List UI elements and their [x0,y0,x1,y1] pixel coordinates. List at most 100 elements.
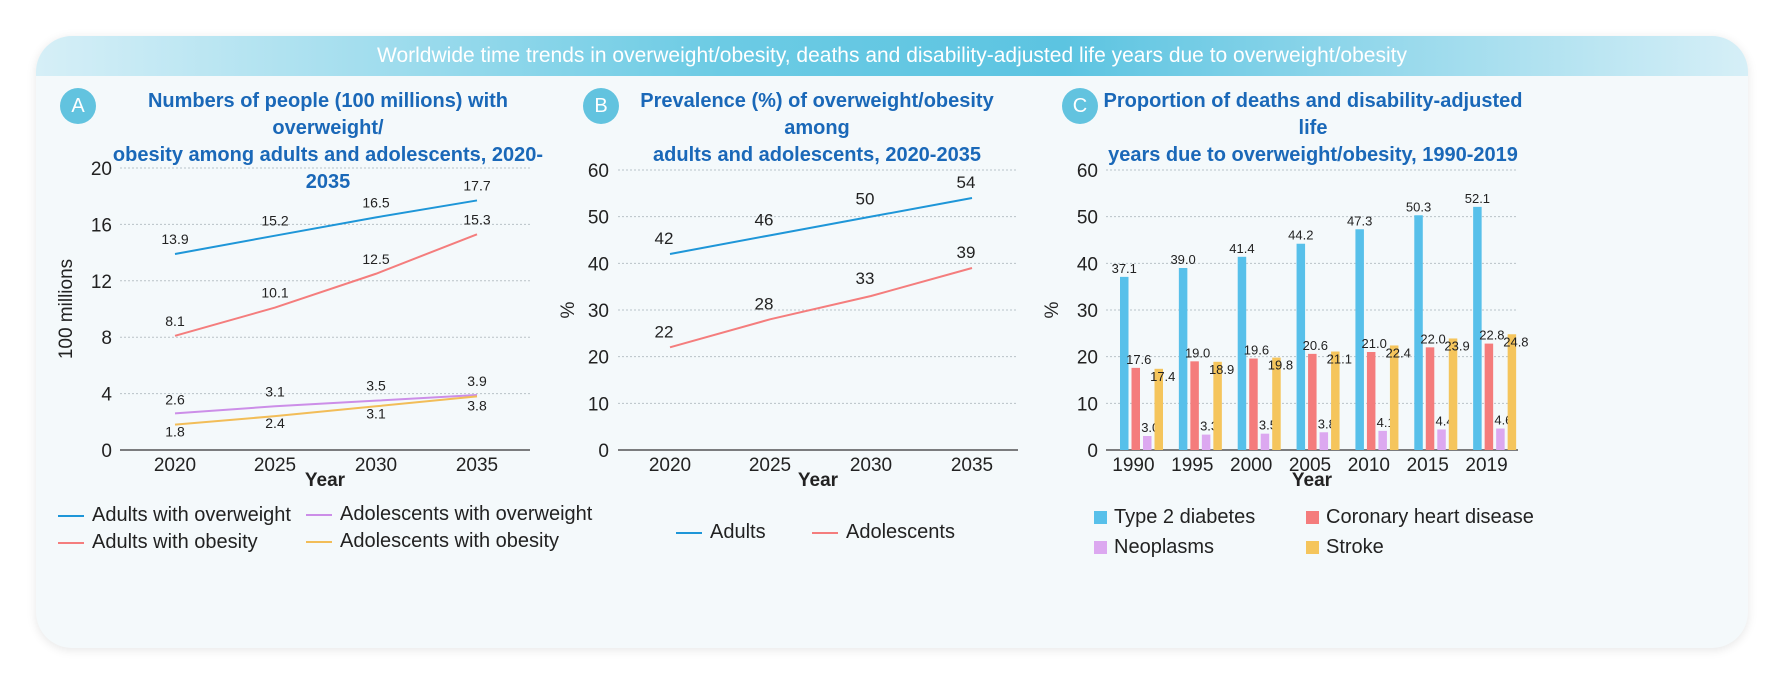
legend-b-label-1: Adolescents [846,521,955,543]
data-label: 2.6 [165,391,185,407]
bar-0 [1178,268,1188,450]
legend-c-label-0: Type 2 diabetes [1114,506,1256,528]
data-label: 39.0 [1170,252,1195,267]
banner-title: Worldwide time trends in overweight/obes… [36,36,1748,76]
series-line-0 [174,199,478,255]
legend-a-swatch-2 [306,513,332,516]
legend-c-swatch-0 [1094,511,1107,525]
bar-2 [1378,430,1387,450]
figure-card: Worldwide time trends in overweight/obes… [36,36,1748,648]
x-tick-label: 2025 [749,455,791,476]
legend-c-label-1: Coronary heart disease [1326,506,1534,528]
panel-b-title: Prevalence (%) of overweight/obesity amo… [640,90,994,166]
data-label: 17.6 [1126,352,1151,367]
y-tick-label: 60 [1077,161,1098,182]
data-label: 1.8 [165,424,185,440]
bar-1 [1308,353,1317,450]
x-axis-title: Year [1292,470,1333,491]
bar-3 [1507,334,1517,450]
bar-3 [1272,357,1281,450]
x-tick-label: 2019 [1465,455,1507,476]
x-tick-label: 2020 [154,455,196,476]
data-label: 47.3 [1347,213,1372,228]
data-label: 10.1 [261,285,288,301]
bar-3 [1213,361,1222,450]
y-tick-label: 30 [588,301,609,322]
bar-2 [1260,433,1270,450]
legend-c-item-3: Stroke [1306,536,1384,559]
bar-2 [1496,428,1505,450]
y-tick-label: 0 [598,441,609,462]
legend-c-item-0: Type 2 diabetes [1094,506,1255,529]
data-label: 33 [856,269,875,288]
y-tick-label: 20 [91,159,112,180]
x-tick-label: 2015 [1407,455,1449,476]
y-tick-label: 4 [101,385,112,406]
x-tick-label: 2005 [1289,455,1331,476]
x-tick-label: 1995 [1171,455,1213,476]
legend-c-label-3: Stroke [1326,536,1384,558]
x-axis-title: Year [305,470,346,491]
data-label: 2.4 [265,415,285,431]
bar-3 [1389,345,1399,450]
legend-a-item-1: Adults with obesity [58,531,258,554]
legend-c-swatch-2 [1094,541,1107,555]
data-label: 52.1 [1465,191,1490,206]
panel-a-title: Numbers of people (100 millions) with ov… [112,90,544,193]
series-line-0 [669,197,973,255]
y-tick-label: 10 [1077,394,1098,415]
data-label: 46 [755,210,774,229]
x-tick-label: 2000 [1230,455,1272,476]
data-label: 19.8 [1268,358,1293,373]
data-label: 18.9 [1209,362,1234,377]
legend-c-swatch-3 [1306,541,1319,555]
bar-0 [1473,206,1482,450]
bar-1 [1249,358,1258,450]
data-label: 17.7 [463,177,490,193]
data-label: 54 [957,173,976,192]
legend-a-label-2: Adolescents with overweight [340,503,593,525]
data-label: 20.6 [1303,338,1328,353]
data-label: 13.9 [161,231,188,247]
x-tick-label: 2025 [254,455,296,476]
legend-c-swatch-1 [1306,511,1319,525]
y-tick-label: 40 [1077,254,1098,275]
data-label: 21.0 [1362,336,1387,351]
legend-a-item-0: Adults with overweight [58,504,291,527]
bar-2 [1143,436,1152,450]
y-tick-label: 16 [91,215,112,236]
legend-c-item-1: Coronary heart disease [1306,506,1534,529]
bar-1 [1366,352,1376,450]
data-label: 42 [655,229,674,248]
y-tick-label: 0 [101,441,112,462]
data-label: 15.2 [261,213,288,229]
legend-c-label-2: Neoplasms [1114,536,1215,558]
y-axis-title: % [1042,301,1063,318]
data-label: 22 [655,322,674,341]
y-tick-label: 20 [588,348,609,369]
data-label: 15.3 [463,211,490,227]
bar-1 [1425,347,1435,450]
legend-a-swatch-1 [58,541,84,544]
data-label: 39 [957,243,976,262]
y-tick-label: 20 [1077,348,1098,369]
bar-3 [1448,338,1458,450]
legend-b-item-0: Adults [676,521,766,544]
data-label: 3.1 [265,383,285,399]
series-line-2 [174,394,478,415]
data-label: 23.9 [1444,338,1469,353]
legend-a-swatch-0 [58,514,84,517]
y-tick-label: 12 [91,272,112,293]
x-tick-label: 2030 [850,455,892,476]
legend-b-item-1: Adolescents [812,521,955,544]
data-label: 17.4 [1150,369,1175,384]
legend-a-item-3: Adolescents with obesity [306,530,559,553]
bar-0 [1120,276,1129,450]
data-label: 8.1 [165,313,185,329]
y-axis-title: 100 millions [56,259,77,359]
panel-b-badge: B [583,88,619,124]
legend-b-swatch-1 [812,531,838,534]
panel-c-title: Proportion of deaths and disability-adju… [1103,90,1523,166]
data-label: 3.5 [366,378,386,394]
